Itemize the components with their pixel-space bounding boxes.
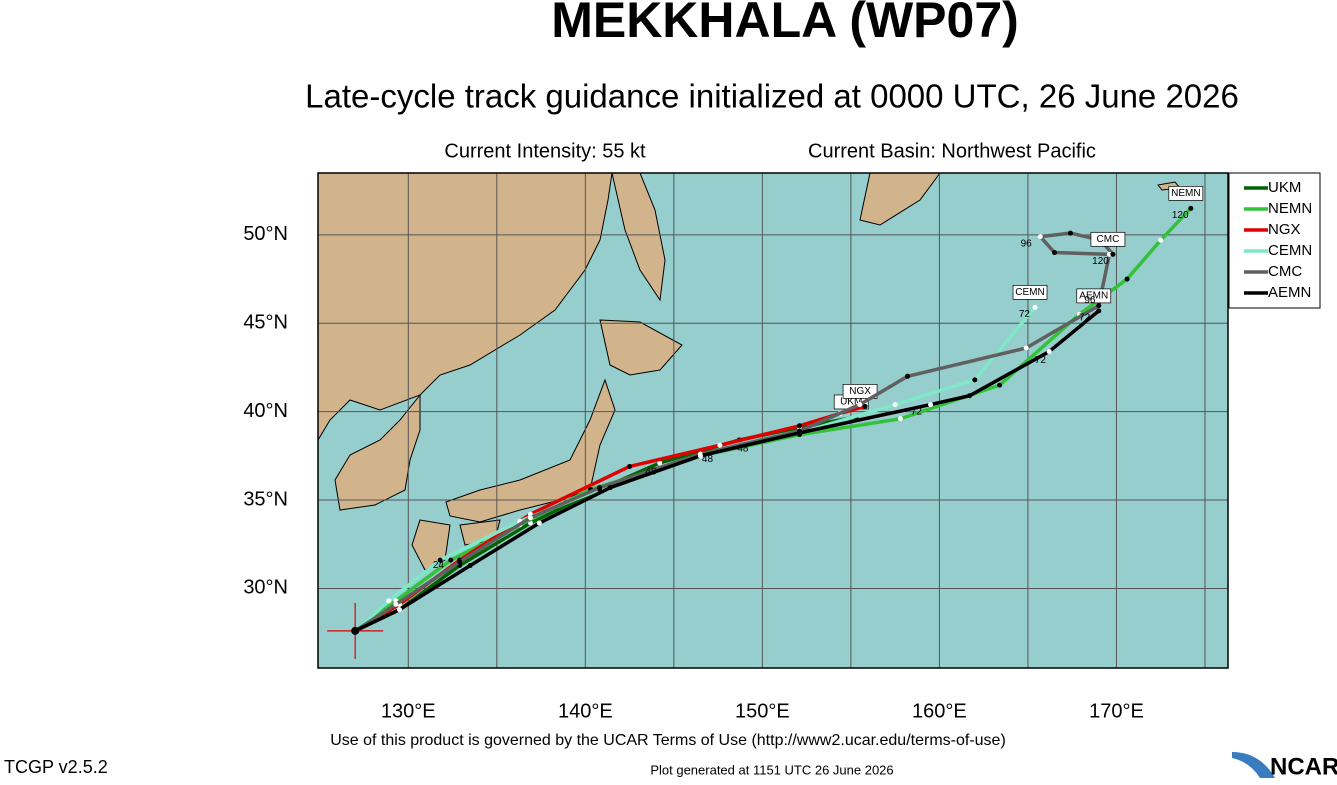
track-point <box>1124 276 1130 282</box>
forecast-hour: 24 <box>433 560 445 571</box>
track-point <box>536 520 542 526</box>
track-point <box>972 377 978 383</box>
legend-label: CEMN <box>1268 242 1312 259</box>
forecast-hour: 120 <box>1172 210 1189 221</box>
label-box <box>842 384 878 399</box>
track-point <box>892 402 898 408</box>
label-text: NEMN <box>1171 188 1200 199</box>
version: TCGP v2.5.2 <box>4 757 108 777</box>
track-point <box>905 373 911 379</box>
label-box <box>1090 231 1126 247</box>
y-tick-label: 35°N <box>243 488 288 510</box>
legend-label: NGX <box>1268 221 1301 238</box>
forecast-hour: 48 <box>737 443 749 454</box>
track-point <box>862 403 868 409</box>
overlay: UKM NEMN NGX CEMN CMC AEMN 24 48 48 48 72 72 72 72 96 9… <box>318 173 1228 668</box>
map-frame <box>317 172 1229 669</box>
forecast-hour: 96 <box>1021 238 1033 249</box>
track-point <box>967 393 973 399</box>
subtitle: Late-cycle track guidance initialized at… <box>305 78 1239 115</box>
track-end-label: CMC <box>1090 231 1126 247</box>
track-point <box>797 430 803 436</box>
y-tick-label: 40°N <box>243 400 288 422</box>
track-point <box>797 423 803 429</box>
track-end-label: NEMN <box>1168 186 1204 201</box>
legend-label: UKM <box>1268 179 1301 196</box>
land <box>318 173 1181 571</box>
track-point <box>928 402 934 408</box>
label-text: CEMN <box>1015 287 1044 298</box>
forecast-hour: 72 <box>1079 313 1091 324</box>
track-point <box>1067 230 1073 236</box>
logo: NCAR <box>1270 753 1337 780</box>
track-point <box>1037 234 1043 240</box>
forecast-hour: 72 <box>1019 309 1031 320</box>
logo-mark <box>1232 752 1275 778</box>
track-point <box>1051 250 1057 256</box>
track-point <box>697 453 703 459</box>
terms: Use of this product is governed by the U… <box>330 732 1006 749</box>
label-text: AEMN <box>1079 291 1108 302</box>
forecast-hour: 72 <box>1035 355 1047 366</box>
track-point <box>997 382 1003 388</box>
x-tick-label: 170°E <box>1089 700 1144 722</box>
track-point <box>897 416 903 422</box>
storm-center <box>351 626 360 635</box>
forecast-hour: 72 <box>911 406 923 417</box>
label-text: UKM <box>840 397 862 408</box>
track-end-label: CEMN <box>1012 285 1048 300</box>
track-point <box>1106 251 1112 257</box>
track-point <box>1158 237 1164 243</box>
intensity: Current Intensity: 55 kt <box>444 140 646 162</box>
forecast-hour: 48 <box>645 466 657 477</box>
generated: Plot generated at 1151 UTC 26 June 2026 <box>650 762 893 777</box>
track-point <box>393 601 399 607</box>
track-point <box>1023 345 1029 351</box>
track-end-label: AEMN <box>1076 288 1112 304</box>
track-point <box>607 485 613 491</box>
forecast-hour: 96 <box>1084 295 1096 306</box>
track-point <box>527 515 533 521</box>
track-point <box>448 557 454 563</box>
track-point <box>1032 304 1038 310</box>
track-point <box>1046 349 1052 355</box>
x-tick-label: 150°E <box>735 700 790 722</box>
legend <box>1228 172 1321 309</box>
track-point <box>857 402 863 408</box>
track-point <box>437 557 443 563</box>
track-point <box>596 485 602 491</box>
x-tick-label: 160°E <box>912 700 967 722</box>
forecast-hour: 120 <box>1092 256 1109 267</box>
track-end-label: NGX <box>842 384 878 399</box>
legend-label: AEMN <box>1268 284 1311 301</box>
track-point <box>1096 303 1102 309</box>
track-point <box>457 559 463 565</box>
y-tick-label: 45°N <box>243 312 288 334</box>
chart-title: MEKKHALA (WP07) <box>551 0 1019 48</box>
basin: Current Basin: Northwest Pacific <box>808 140 1096 162</box>
track-point <box>657 460 663 466</box>
track-point <box>627 463 633 469</box>
label-text: NGX <box>849 386 871 397</box>
track-point <box>1188 205 1194 211</box>
label-box <box>1076 288 1112 304</box>
legend-label: CMC <box>1268 263 1302 280</box>
track-point <box>1096 308 1102 314</box>
y-tick-label: 30°N <box>243 577 288 599</box>
x-tick-label: 130°E <box>381 700 436 722</box>
forecast-hour: 48 <box>702 454 714 465</box>
y-tick-label: 50°N <box>243 223 288 245</box>
track-point <box>717 442 723 448</box>
track-point <box>386 598 392 604</box>
track-point <box>467 562 473 568</box>
legend-label: NEMN <box>1268 200 1312 217</box>
x-tick-label: 140°E <box>558 700 613 722</box>
track-point <box>396 607 402 613</box>
label-box <box>1168 186 1204 201</box>
label-text: CMC <box>1097 234 1120 245</box>
track-point <box>1110 251 1116 257</box>
label-box <box>1012 285 1048 300</box>
